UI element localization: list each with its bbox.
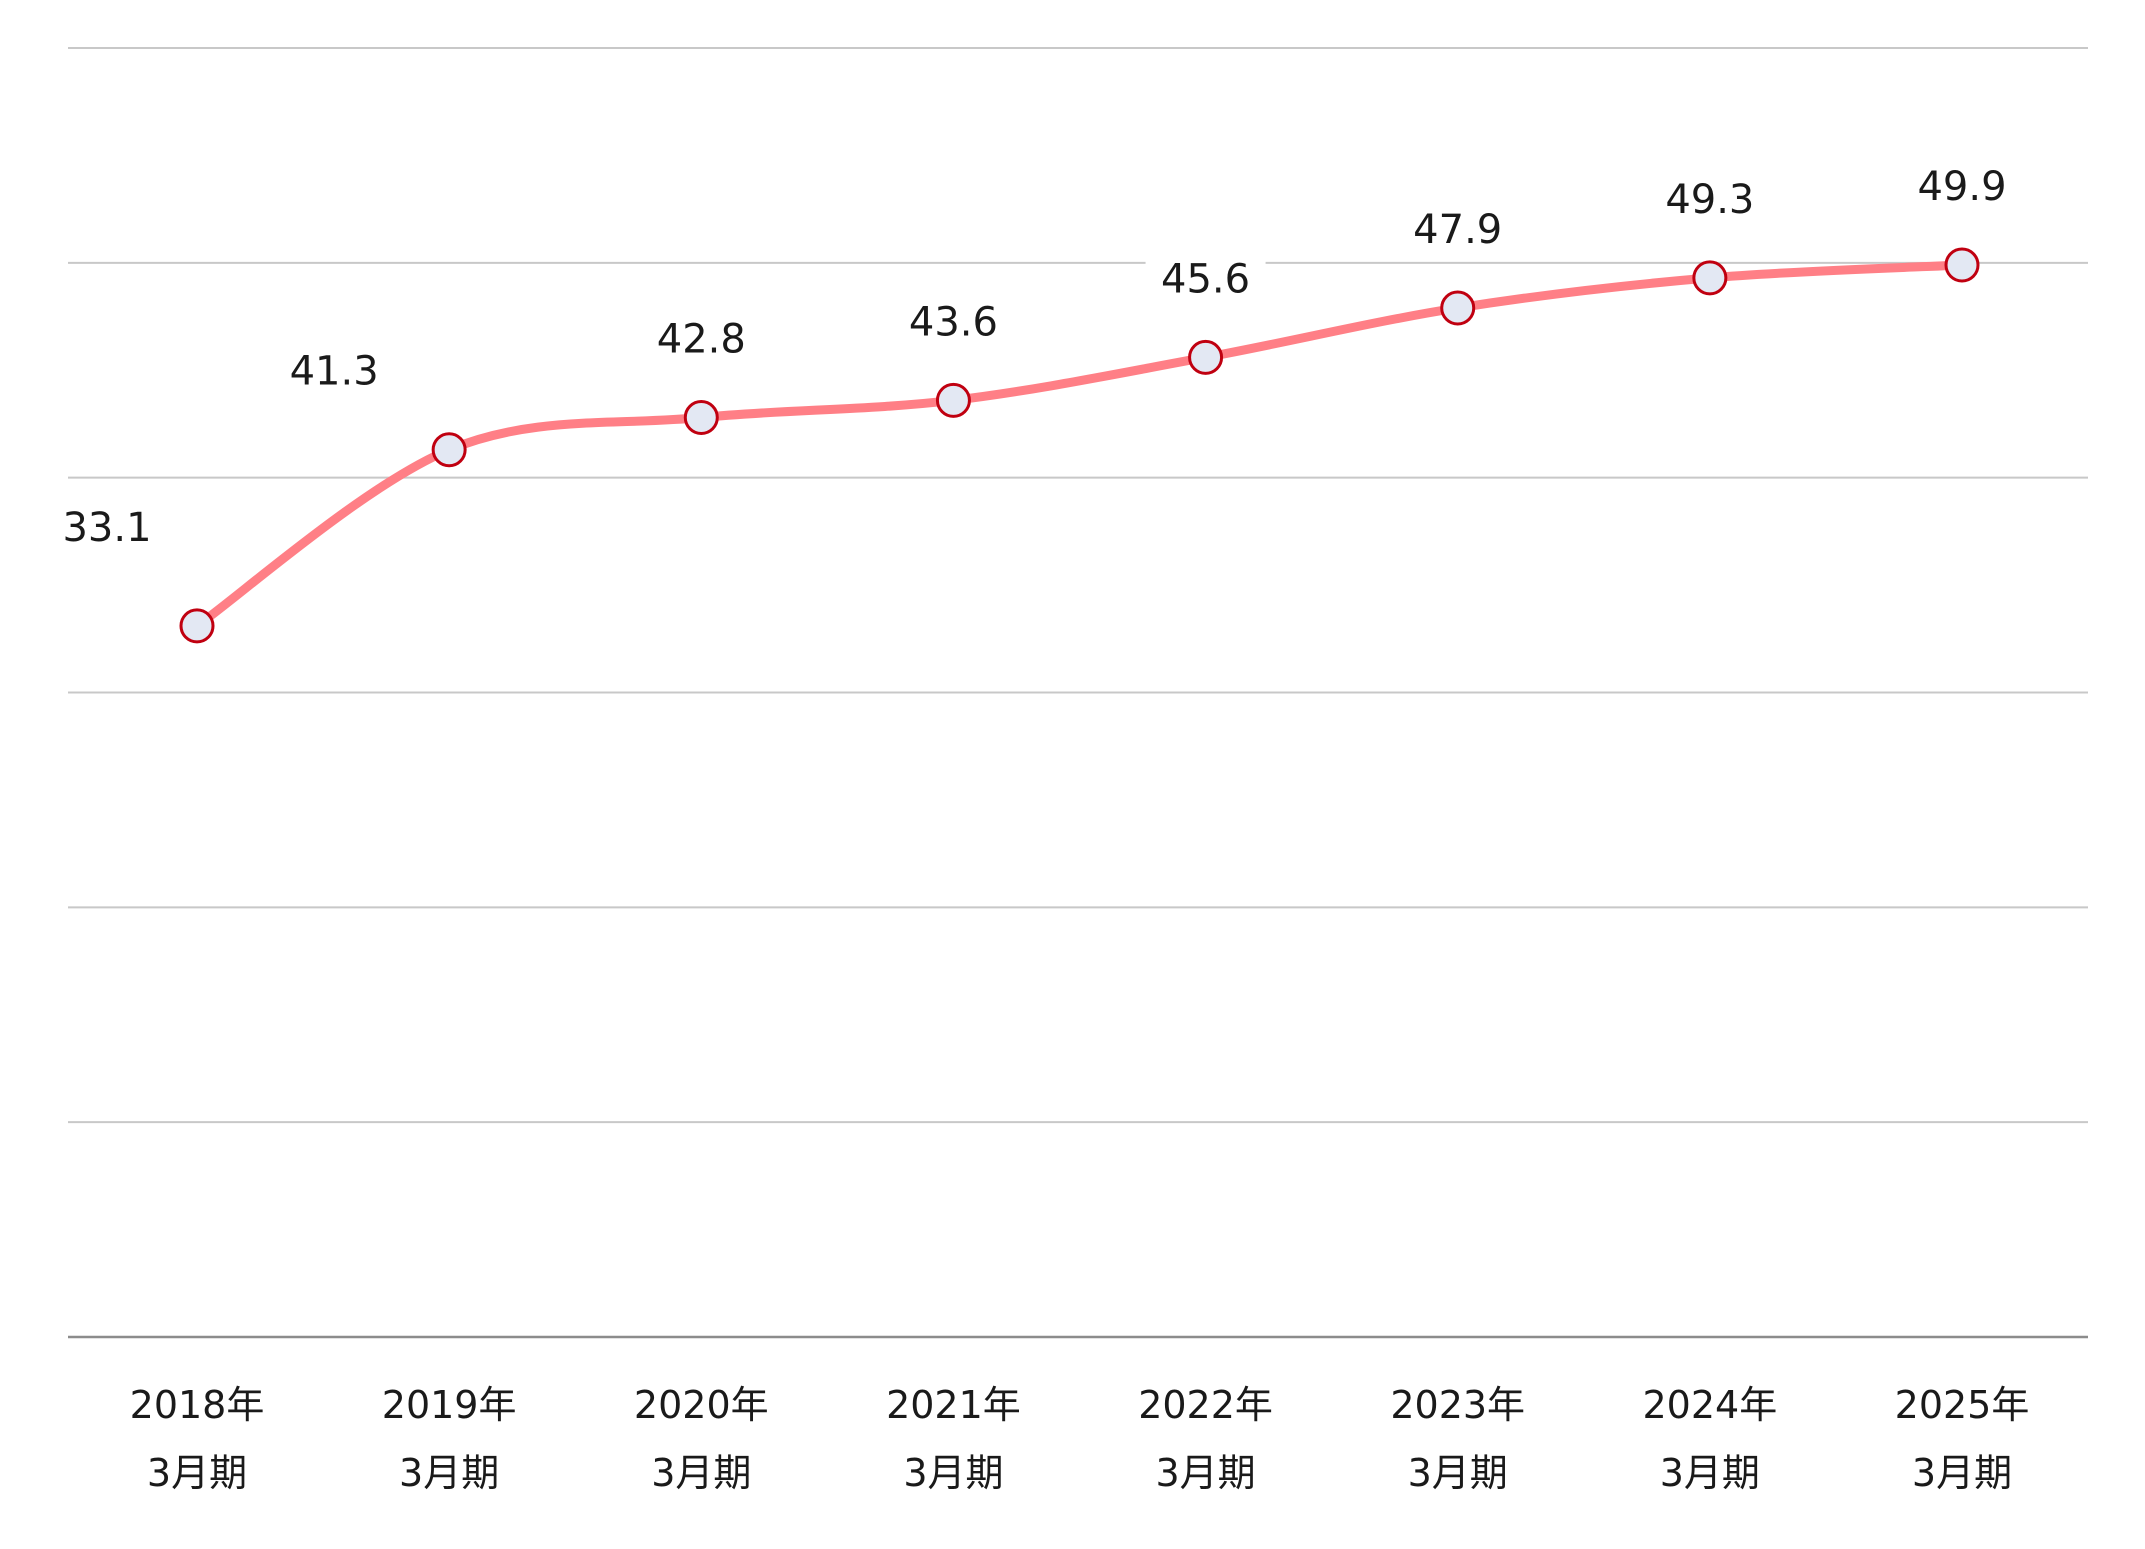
data-label: 49.9 xyxy=(1917,164,2006,210)
x-tick-period: 3月期 xyxy=(1660,1451,1760,1495)
x-tick-period: 3月期 xyxy=(1912,1451,2012,1495)
data-label-group: 43.6 xyxy=(893,295,1014,350)
x-tick-year: 2021年 xyxy=(886,1383,1021,1427)
x-axis: 2018年 3月期 2019年 3月期 2020年 3月期 2021年 3月期 2022年 3月期… xyxy=(130,1383,2030,1495)
data-label-background xyxy=(274,344,395,399)
data-point xyxy=(935,382,971,418)
data-label-group: 41.3 xyxy=(274,344,395,399)
data-label-background xyxy=(1397,202,1518,257)
data-label-background xyxy=(641,312,762,367)
x-tick-year: 2025年 xyxy=(1895,1383,2030,1427)
x-tick-period: 3月期 xyxy=(903,1451,1003,1495)
data-label-background xyxy=(1902,159,2022,214)
x-tick-label: 2021年 3月期 xyxy=(886,1383,1021,1495)
data-label: 49.3 xyxy=(1665,177,1754,223)
x-tick-label: 2023年 3月期 xyxy=(1390,1383,1525,1495)
data-label-background xyxy=(47,500,167,555)
data-label-group: 42.8 xyxy=(641,312,762,367)
gridlines xyxy=(68,47,2088,1339)
x-tick-period: 3月期 xyxy=(1155,1451,1255,1495)
x-tick-period: 3月期 xyxy=(399,1451,499,1495)
data-point xyxy=(179,608,215,644)
x-tick-label: 2024年 3月期 xyxy=(1642,1383,1777,1495)
data-label-group: 47.9 xyxy=(1397,202,1518,257)
x-tick-year: 2023年 xyxy=(1390,1383,1525,1427)
x-tick-period: 3月期 xyxy=(147,1451,247,1495)
data-label: 42.8 xyxy=(657,317,746,363)
data-label-background xyxy=(1145,252,1266,307)
x-tick-label: 2018年 3月期 xyxy=(130,1383,265,1495)
data-labels: 33.1 41.3 42.8 43.6 45.6 47.9 49.3 49.9 xyxy=(47,159,2022,555)
data-point xyxy=(1692,260,1728,296)
data-label-background xyxy=(1649,172,1770,227)
x-tick-label: 2022年 3月期 xyxy=(1138,1383,1273,1495)
data-point xyxy=(1440,290,1476,326)
x-tick-year: 2020年 xyxy=(634,1383,769,1427)
x-tick-year: 2019年 xyxy=(382,1383,517,1427)
x-tick-label: 2019年 3月期 xyxy=(382,1383,517,1495)
data-label-group: 45.6 xyxy=(1145,252,1266,307)
data-label-group: 49.9 xyxy=(1902,159,2022,214)
x-tick-label: 2025年 3月期 xyxy=(1895,1383,2030,1495)
x-tick-year: 2024年 xyxy=(1642,1383,1777,1427)
data-point xyxy=(1944,247,1980,283)
data-label: 41.3 xyxy=(290,349,379,395)
data-label: 45.6 xyxy=(1161,256,1250,302)
data-point xyxy=(431,432,467,468)
x-tick-period: 3月期 xyxy=(1408,1451,1508,1495)
data-label: 33.1 xyxy=(62,505,151,551)
data-points xyxy=(179,247,1980,644)
data-label-group: 33.1 xyxy=(47,500,167,555)
x-tick-label: 2020年 3月期 xyxy=(634,1383,769,1495)
x-tick-period: 3月期 xyxy=(651,1451,751,1495)
data-label-group: 49.3 xyxy=(1649,172,1770,227)
data-label-background xyxy=(893,295,1014,350)
x-tick-year: 2022年 xyxy=(1138,1383,1273,1427)
data-label: 47.9 xyxy=(1413,207,1502,253)
data-label: 43.6 xyxy=(909,299,998,345)
data-point xyxy=(1188,339,1224,375)
x-tick-year: 2018年 xyxy=(130,1383,265,1427)
data-point xyxy=(683,400,719,436)
